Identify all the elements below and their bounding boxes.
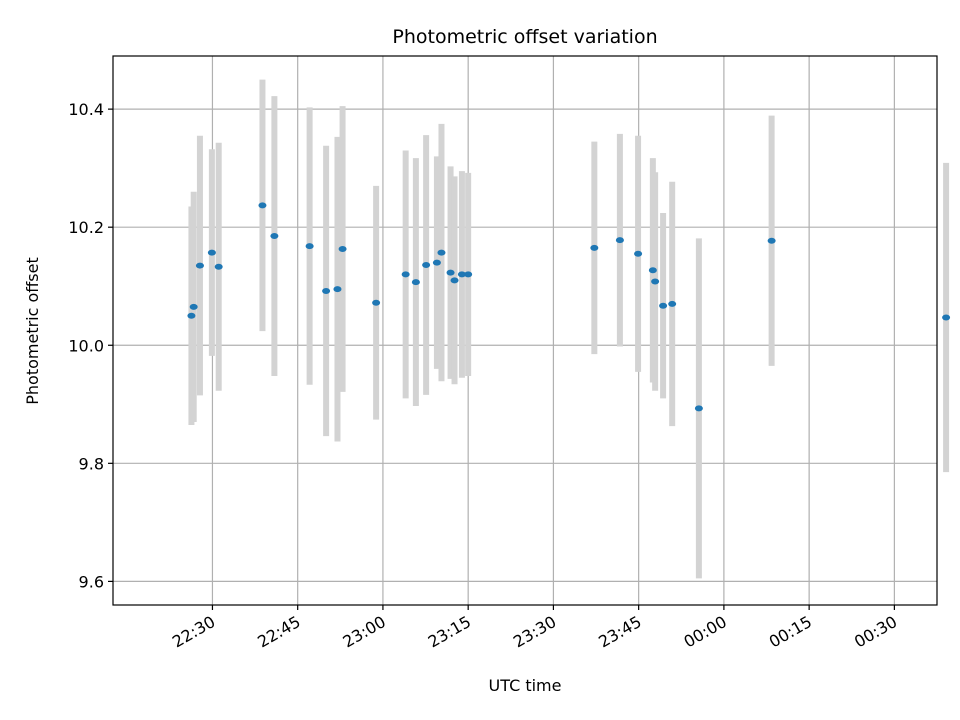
data-point [634, 250, 643, 257]
data-point [615, 237, 624, 244]
data-point [651, 278, 660, 285]
data-point [446, 269, 455, 276]
data-point [305, 243, 314, 250]
data-point [333, 286, 342, 293]
chart-title: Photometric offset variation [392, 26, 657, 48]
data-point [694, 405, 703, 412]
data-point [432, 259, 441, 266]
data-point [450, 277, 459, 284]
y-tick-label: 10.0 [68, 336, 104, 355]
data-point [258, 202, 267, 209]
data-point [338, 246, 347, 253]
x-axis-title: UTC time [489, 676, 562, 695]
data-point [214, 263, 223, 270]
data-point [422, 261, 431, 268]
data-point [668, 300, 677, 307]
data-point [270, 233, 279, 240]
data-point [207, 249, 216, 256]
data-point [457, 271, 466, 278]
data-point [195, 262, 204, 269]
data-point [187, 312, 196, 319]
data-point [659, 302, 668, 309]
y-tick-label: 10.2 [68, 218, 104, 237]
data-point [437, 249, 446, 256]
y-tick-label: 10.4 [68, 100, 104, 119]
data-point [372, 299, 381, 306]
y-axis-title: Photometric offset [23, 257, 42, 405]
data-point [401, 271, 410, 278]
plot-frame [112, 55, 938, 606]
data-points [187, 202, 951, 412]
y-tick-label: 9.8 [79, 454, 104, 473]
data-point [590, 244, 599, 251]
y-tick-label: 9.6 [79, 572, 104, 591]
data-point [464, 271, 473, 278]
data-point [411, 279, 420, 286]
data-point [189, 303, 198, 310]
data-point [648, 267, 657, 274]
data-point [942, 314, 951, 321]
data-point [322, 287, 331, 294]
data-point [767, 237, 776, 244]
